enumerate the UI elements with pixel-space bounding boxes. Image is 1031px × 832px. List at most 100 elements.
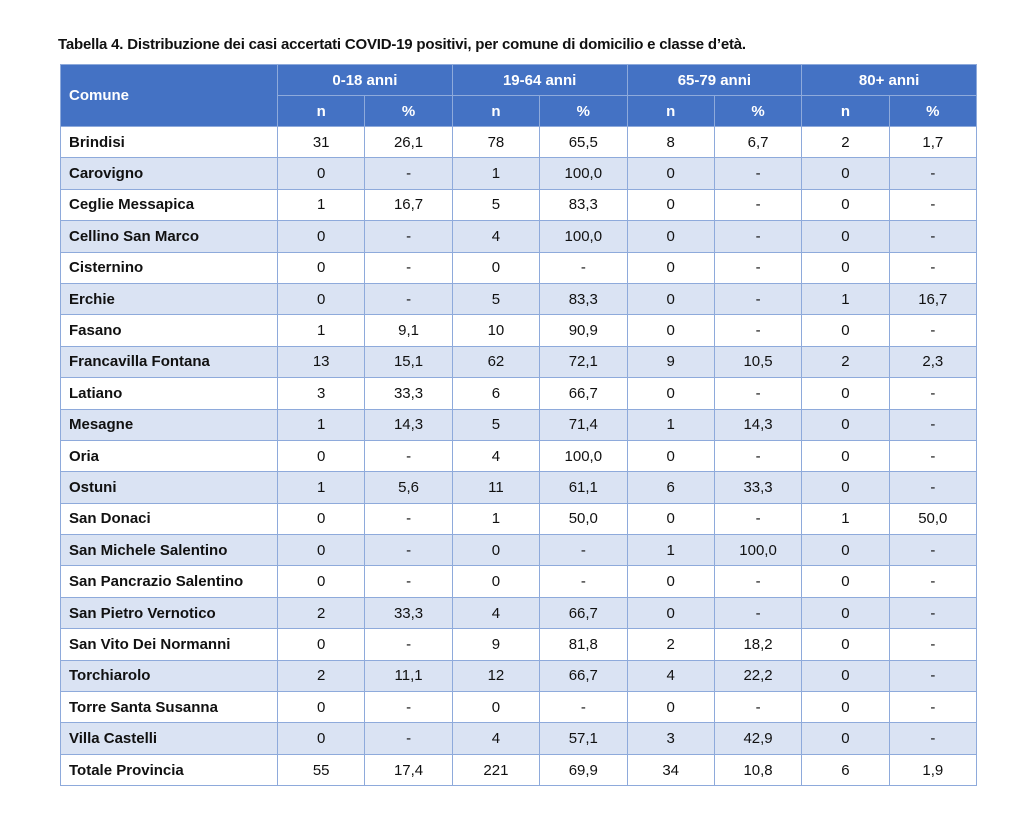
table-row: San Michele Salentino 0-0-1 100,0 0-	[60, 534, 978, 567]
table-cell: 4	[451, 596, 541, 630]
table-cell: 83,3	[539, 282, 628, 316]
data-table: Comune 0-18 anni 19-64 anni 65-79 anni 80+ …	[60, 64, 978, 787]
table-cell: 2,3	[888, 345, 978, 379]
table-cell: 2	[801, 345, 890, 379]
table-cell: 33,3	[364, 596, 453, 630]
table-row: San Donaci 0-1 50,0 0-1 50,0	[60, 502, 978, 536]
table-cell: 1,7	[888, 125, 978, 159]
table-cell: 66,7	[539, 659, 628, 693]
table-cell: 31	[276, 125, 366, 159]
table-cell: -	[539, 251, 628, 284]
table-cell: -	[713, 691, 803, 724]
table-cell: 0	[801, 534, 890, 567]
table-cell: -	[713, 220, 803, 253]
table-cell: 50,0	[539, 502, 628, 536]
table-cell: 100,0	[713, 534, 803, 567]
table-cell: 4	[626, 659, 715, 693]
table-cell: -	[713, 596, 803, 630]
table-cell: -	[364, 691, 453, 724]
table-cell: 72,1	[539, 345, 628, 379]
table-row: Cellino San Marco 0-4 100,0 0-0-	[60, 220, 978, 253]
table-cell: 11,1	[364, 659, 453, 693]
table-cell: 57,1	[539, 722, 628, 755]
table-cell: 33,3	[364, 377, 453, 410]
row-label: Carovigno	[60, 157, 278, 190]
row-label: Totale Provincia	[60, 753, 278, 787]
table-cell: -	[364, 565, 453, 598]
table-cell: 10,5	[713, 345, 803, 379]
table-cell: 16,7	[364, 188, 453, 222]
table-cell: 4	[451, 220, 541, 253]
table-row: Brindisi 31 26,1 78 65,5 8 6,7 2 1,7	[60, 125, 978, 159]
table-cell: 4	[451, 439, 541, 473]
table-cell: 0	[626, 596, 715, 630]
table-cell: 0	[801, 251, 890, 284]
table-row: San Pietro Vernotico 2 33,3 4 66,7 0-0-	[60, 596, 978, 630]
header-subcell: n	[801, 95, 890, 127]
row-label: Cellino San Marco	[60, 220, 278, 253]
table-cell: -	[364, 439, 453, 473]
table-cell: 0	[626, 188, 715, 222]
table-cell: 0	[626, 377, 715, 410]
table-cell: -	[539, 534, 628, 567]
table-cell: -	[539, 691, 628, 724]
table-cell: 0	[801, 439, 890, 473]
table-row: Mesagne 1 14,3 5 71,4 1 14,3 0-	[60, 408, 978, 441]
table-cell: 12	[451, 659, 541, 693]
table-cell: 0	[276, 439, 366, 473]
header-subcell: n	[276, 95, 366, 127]
table-cell: 0	[801, 157, 890, 190]
header-subcell: %	[713, 95, 803, 127]
row-label: Torchiarolo	[60, 659, 278, 693]
table-cell: -	[888, 157, 978, 190]
row-label: Fasano	[60, 314, 278, 347]
table-cell: 1	[626, 408, 715, 441]
table-cell: -	[713, 502, 803, 536]
table-cell: 1	[626, 534, 715, 567]
table-cell: 0	[276, 565, 366, 598]
table-cell: -	[713, 565, 803, 598]
table-cell: 0	[276, 534, 366, 567]
table-row: Latiano 3 33,3 6 66,7 0-0-	[60, 377, 978, 410]
row-label: San Michele Salentino	[60, 534, 278, 567]
table-cell: -	[364, 251, 453, 284]
row-label: Villa Castelli	[60, 722, 278, 755]
table-cell: 8	[626, 125, 715, 159]
table-cell: 1	[801, 282, 890, 316]
table-row: Carovigno 0-1 100,0 0-0-	[60, 157, 978, 190]
table-cell: -	[364, 502, 453, 536]
table-cell: 9	[451, 628, 541, 661]
table-cell: 10	[451, 314, 541, 347]
table-row: Totale Provincia 55 17,4 221 69,9 34 10,8 6 1,9	[60, 753, 978, 787]
table-cell: 4	[451, 722, 541, 755]
header-group: 80+ anni	[801, 64, 977, 96]
table-cell: 0	[276, 282, 366, 316]
table-cell: 0	[626, 282, 715, 316]
table-cell: 71,4	[539, 408, 628, 441]
table-cell: 0	[801, 471, 890, 504]
header-subcell: %	[539, 95, 628, 127]
table-cell: 3	[626, 722, 715, 755]
row-label: Brindisi	[60, 125, 278, 159]
table-cell: 0	[801, 628, 890, 661]
table-cell: 1	[451, 502, 541, 536]
row-label: Cisternino	[60, 251, 278, 284]
table-cell: 90,9	[539, 314, 628, 347]
table-cell: -	[364, 628, 453, 661]
table-cell: 6,7	[713, 125, 803, 159]
table-cell: 2	[276, 659, 366, 693]
table-row: Villa Castelli 0-4 57,1 3 42,9 0-	[60, 722, 978, 755]
table-cell: -	[888, 534, 978, 567]
table-cell: -	[364, 282, 453, 316]
header-row: n% n% n% n%	[61, 95, 978, 127]
table-cell: -	[888, 408, 978, 441]
table-cell: 0	[451, 251, 541, 284]
table-cell: 0	[626, 220, 715, 253]
table-row: Fasano 1 9,1 10 90,9 0-0-	[60, 314, 978, 347]
table-cell: 14,3	[713, 408, 803, 441]
table-cell: 1,9	[888, 753, 978, 787]
table-cell: 0	[626, 314, 715, 347]
table-cell: 0	[276, 502, 366, 536]
table-cell: -	[888, 691, 978, 724]
row-label: San Donaci	[60, 502, 278, 536]
